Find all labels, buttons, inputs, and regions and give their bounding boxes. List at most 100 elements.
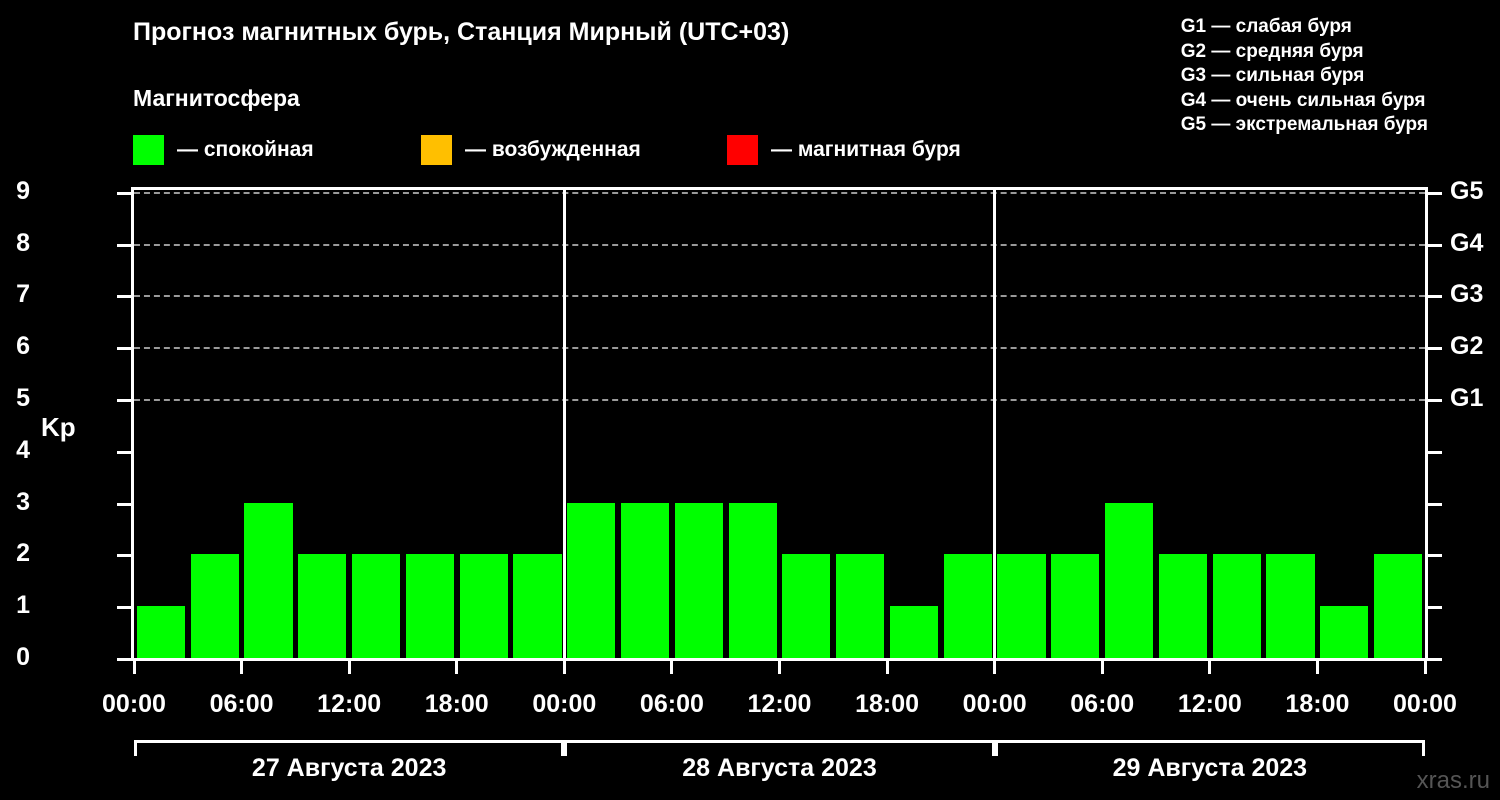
g-tick-mark-G1 <box>1428 399 1442 402</box>
g-tick-label-G1: G1 <box>1450 384 1484 412</box>
g-tick-mark-G5 <box>1428 191 1442 195</box>
x-tick-label-5: 06:00 <box>639 690 704 718</box>
legend-label-2: — возбужденная <box>465 138 641 161</box>
bar-day2-21-24 <box>943 554 992 658</box>
bar-day1-21-24 <box>513 554 562 658</box>
x-tick-mark-5 <box>670 661 674 674</box>
y-tick-label-8: 8 <box>16 228 30 257</box>
y-tick-label-9: 9 <box>16 176 30 205</box>
g-tick-label-G5: G5 <box>1450 176 1484 205</box>
y-tick-mark-3 <box>117 502 131 506</box>
g-tick-mark-G4 <box>1428 243 1442 247</box>
bar-day3-00-03 <box>997 554 1046 658</box>
right-minor-tick-1 <box>1428 606 1442 610</box>
legend-entry-2: — возбужденная <box>421 134 641 166</box>
x-tick-mark-1 <box>240 661 244 674</box>
bar-day2-09-12 <box>728 502 777 658</box>
watermark: xras.ru <box>1416 767 1490 794</box>
g-tick-label-G4: G4 <box>1450 228 1484 257</box>
quiet-swatch <box>133 135 164 165</box>
x-tick-label-4: 00:00 <box>532 690 597 718</box>
x-tick-label-3: 18:00 <box>424 690 489 718</box>
y-tick-label-0: 0 <box>16 643 30 671</box>
magnetosphere-heading: Магнитосфера <box>133 85 300 111</box>
x-tick-label-1: 06:00 <box>209 690 274 718</box>
x-tick-label-2: 12:00 <box>317 690 382 718</box>
x-tick-mark-10 <box>1208 661 1212 674</box>
gridline-kp-9 <box>134 191 1425 194</box>
g-scale-legend-row-5: G5 — экстремальная буря <box>1180 114 1428 135</box>
x-axis-line <box>131 658 1428 661</box>
x-tick-label-7: 18:00 <box>855 690 920 718</box>
y-axis-label: Kp <box>41 412 76 442</box>
g-scale-legend-row-4: G4 — очень сильная буря <box>1180 89 1426 111</box>
page-title: Прогноз магнитных бурь, Станция Мирный (… <box>133 18 790 46</box>
legend-label-3: — магнитная буря <box>771 138 961 161</box>
right-minor-tick-3 <box>1428 502 1442 506</box>
right-minor-tick-4 <box>1428 450 1442 454</box>
bar-day3-09-12 <box>1158 554 1208 658</box>
date-label-2: 28 Августа 2023 <box>682 754 877 782</box>
bar-day1-18-21 <box>459 554 508 658</box>
g-scale-legend-row-2: G2 — средняя буря <box>1180 40 1364 62</box>
x-tick-mark-2 <box>347 661 351 674</box>
y-tick-mark-8 <box>117 243 131 247</box>
bar-day1-03-06 <box>190 554 239 658</box>
date-bracket-2 <box>564 740 995 756</box>
x-tick-mark-0 <box>132 661 136 674</box>
x-tick-label-9: 06:00 <box>1070 690 1135 718</box>
x-tick-mark-4 <box>562 661 566 674</box>
y-tick-mark-0 <box>117 658 131 661</box>
unsettled-swatch <box>421 135 452 165</box>
right-minor-tick-2 <box>1428 554 1442 558</box>
g-tick-mark-G3 <box>1428 295 1442 299</box>
plot-area <box>134 187 1425 658</box>
legend-entry-3: — магнитная буря <box>727 134 961 166</box>
g-tick-mark-G2 <box>1428 347 1442 351</box>
y-tick-label-2: 2 <box>16 539 30 568</box>
y-tick-mark-5 <box>117 399 131 402</box>
x-tick-label-11: 18:00 <box>1285 690 1350 718</box>
x-tick-label-10: 12:00 <box>1177 690 1242 718</box>
bar-day3-18-21 <box>1320 606 1369 658</box>
gridline-kp-8 <box>134 243 1425 246</box>
bar-day2-18-21 <box>889 606 939 658</box>
date-bracket-3 <box>994 740 1425 756</box>
storm-swatch <box>727 135 758 165</box>
bar-day1-00-03 <box>136 606 185 658</box>
y-tick-mark-9 <box>117 191 131 195</box>
legend-entry-1: — спокойная <box>133 134 314 166</box>
date-bracket-1 <box>134 740 565 756</box>
g-scale-legend-row-3: G3 — сильная буря <box>1180 65 1365 86</box>
legend-label-1: — спокойная <box>177 138 314 161</box>
x-tick-mark-6 <box>778 661 781 674</box>
x-tick-mark-11 <box>1315 661 1319 674</box>
y-tick-mark-2 <box>117 554 131 558</box>
bar-day1-15-18 <box>405 554 454 658</box>
g-tick-label-G2: G2 <box>1450 332 1484 361</box>
g-tick-label-G3: G3 <box>1450 280 1484 309</box>
y-tick-label-6: 6 <box>16 332 30 361</box>
x-tick-mark-8 <box>993 661 997 674</box>
x-tick-mark-3 <box>455 661 459 674</box>
y-tick-label-1: 1 <box>16 591 30 620</box>
date-label-3: 29 Августа 2023 <box>1112 754 1308 782</box>
bar-day3-03-06 <box>1051 554 1100 658</box>
y-tick-label-4: 4 <box>16 435 30 464</box>
x-tick-label-0: 00:00 <box>102 690 166 718</box>
y-tick-label-3: 3 <box>16 487 30 516</box>
x-tick-label-12: 00:00 <box>1393 690 1457 718</box>
y-tick-label-7: 7 <box>16 280 30 309</box>
bar-day1-06-09 <box>244 502 293 658</box>
y-tick-label-5: 5 <box>16 384 30 412</box>
bar-day3-12-15 <box>1212 554 1261 658</box>
gridline-kp-6 <box>134 347 1425 350</box>
bar-day1-12-15 <box>351 554 401 658</box>
x-tick-label-8: 00:00 <box>962 690 1027 718</box>
bar-day2-12-15 <box>782 554 831 658</box>
bar-day3-06-09 <box>1105 502 1154 658</box>
bar-day2-00-03 <box>567 502 616 658</box>
x-tick-label-6: 12:00 <box>747 690 812 718</box>
date-label-1: 27 Августа 2023 <box>251 754 447 782</box>
